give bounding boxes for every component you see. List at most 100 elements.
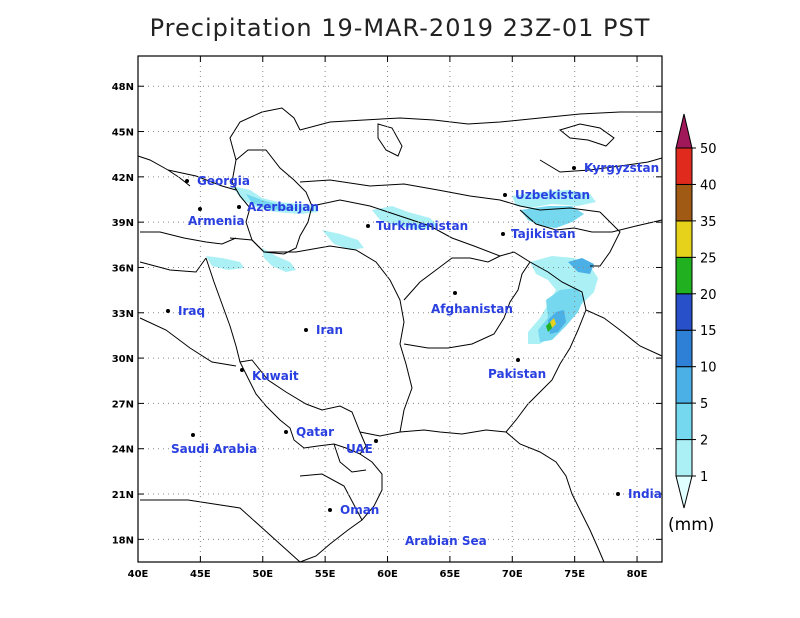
lon-label-60E: 60E [377,569,398,580]
place-label-iran: Iran [316,323,343,337]
tajik-kyrgyz-border [519,209,663,233]
lat-label-42N: 42N [112,173,134,184]
precip-area-uzbek [512,190,596,208]
persian-gulf-coast [239,359,367,455]
colorbar-swatch-9 [675,147,693,185]
lon-label-80E: 80E [627,569,648,580]
turkey-border [140,231,237,245]
colorbar-label-2: 2 [700,434,708,449]
colorbar-label-10: 10 [700,361,717,376]
city-dot-india [616,492,620,496]
lat-label-33N: 33N [112,309,134,320]
city-dot-pakistan [516,358,520,362]
gridlines [138,56,662,562]
place-label-uae: UAE [346,442,373,456]
colorbar-swatch-4 [675,329,693,368]
iraq-iran-border [205,257,241,363]
black-sea-coast [137,155,191,187]
place-label-pakistan: Pakistan [488,367,546,381]
lon-label-70E: 70E [502,569,523,580]
kazakh-north [299,111,662,131]
city-dot-uzbekistan [503,193,507,197]
lat-label-24N: 24N [112,445,134,456]
lon-label-45E: 45E [190,569,211,580]
precipitation-shading [206,186,598,344]
place-label-kyrgyzstan: Kyrgyzstan [584,161,659,175]
precip-area-zagros-nw [206,256,244,270]
city-dot-azerbaijan [237,205,241,209]
city-dot-georgia [185,179,189,183]
iran-border [229,237,413,433]
chart-title: Precipitation 19-MAR-2019 23Z-01 PST [149,14,651,42]
colorbar-swatch-below-1 [675,475,693,509]
city-dot-iran [304,328,308,332]
city-dot-oman [328,508,332,512]
place-label-georgia: Georgia [197,174,250,188]
city-dot-saudi-arabia [191,433,195,437]
india-coast [505,431,605,563]
city-dot-afghanistan [453,291,457,295]
uzbek-kazakh-border [299,179,601,213]
lat-label-36N: 36N [112,263,134,274]
city-dot-kyrgyzstan [572,166,576,170]
precip-area-alborz [262,248,296,272]
colorbar-unit: (mm) [668,515,714,535]
saudi-yemen-border [140,499,301,563]
colorbar-swatch-3 [675,366,693,404]
lon-label-65E: 65E [440,569,461,580]
city-dot-tajikistan [501,232,505,236]
uzbek-coast-balkhash [558,123,615,147]
city-dot-qatar [284,430,288,434]
syria-border [139,257,207,273]
turkmen-uzbek-border [311,199,501,257]
precip-area-pak-peak-2 [546,322,552,332]
lon-label-75E: 75E [564,569,585,580]
iraq-saudi-border [139,317,237,367]
lat-label-30N: 30N [112,354,134,365]
russia-caucasus-border [167,169,237,191]
city-dot-turkmenistan [366,224,370,228]
place-label-azerbaijan: Azerbaijan [247,200,319,214]
colorbar-label-35: 35 [700,215,717,230]
colorbar-label-25: 25 [700,251,717,266]
colorbar-swatch-6 [675,256,693,295]
oman-border [299,473,363,521]
latitude-labels: 18N 21N 24N 27N 30N 33N 36N 39N 42N 45N 48N [112,82,134,546]
colorbar-swatch-7 [675,220,693,258]
city-dot-uae [374,439,378,443]
place-label-uzbekistan: Uzbekistan [515,188,590,202]
lat-label-48N: 48N [112,82,134,93]
precip-area-pak-core [548,310,566,334]
aral-sea-coast [377,123,403,157]
place-label-armenia: Armenia [188,214,245,228]
longitude-labels: 40E 45E 50E 55E 60E 65E 70E 75E 80E [128,569,648,580]
colorbar-label-15: 15 [700,324,717,339]
lat-label-18N: 18N [112,535,134,546]
china-border [590,211,621,267]
lat-label-39N: 39N [112,218,134,229]
lon-label-55E: 55E [315,569,336,580]
place-label-iraq: Iraq [178,304,205,318]
arabia-coast [299,453,383,563]
country-borders [137,107,663,563]
lat-label-45N: 45N [112,128,134,139]
afghanistan-border [403,251,531,349]
colorbar-label-1: 1 [700,470,708,485]
lon-label-50E: 50E [252,569,273,580]
uae-border [333,443,367,473]
place-label-kuwait: Kuwait [252,369,299,383]
caspian-north [229,107,301,161]
place-label-arabian-sea: Arabian Sea [405,534,487,548]
place-label-saudi-arabia: Saudi Arabia [171,442,257,456]
place-label-qatar: Qatar [296,425,334,439]
precip-area-pak-peak [550,318,556,328]
axis-ticks [137,56,662,562]
city-dot-armenia [198,207,202,211]
india-north-border [585,309,663,357]
colorbar-swatch-above-50 [675,113,693,149]
place-label-afghanistan: Afghanistan [431,302,513,316]
colorbar-swatch-5 [675,293,693,331]
lat-label-27N: 27N [112,399,134,410]
